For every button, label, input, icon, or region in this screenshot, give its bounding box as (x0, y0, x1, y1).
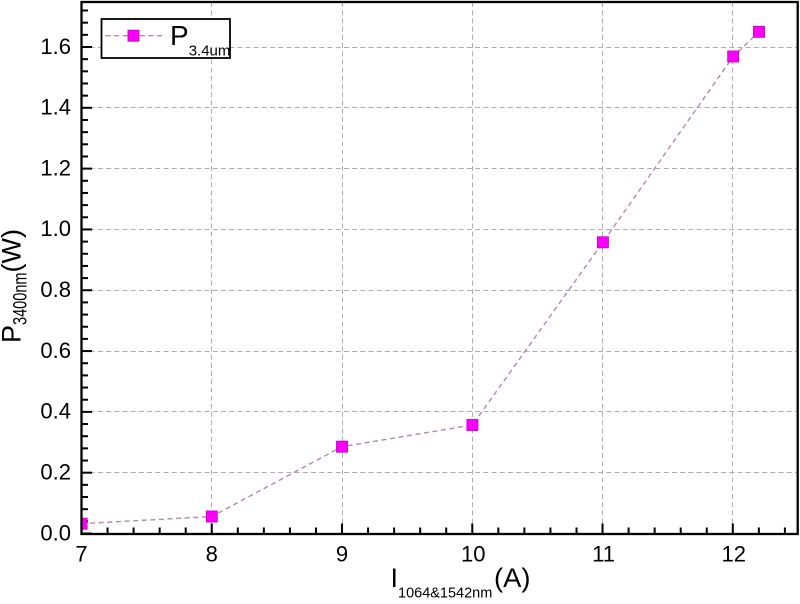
svg-text:(W): (W) (0, 229, 27, 272)
svg-text:I: I (391, 563, 399, 593)
svg-text:7: 7 (75, 542, 87, 567)
svg-text:P: P (0, 325, 27, 343)
svg-text:1064&1542nm: 1064&1542nm (398, 586, 492, 600)
svg-text:0.2: 0.2 (40, 459, 71, 484)
svg-text:1.0: 1.0 (40, 216, 71, 241)
svg-text:0.0: 0.0 (40, 520, 71, 545)
svg-text:0.8: 0.8 (40, 277, 71, 302)
svg-text:0.4: 0.4 (40, 399, 71, 424)
svg-text:10: 10 (461, 542, 485, 567)
svg-text:11: 11 (592, 542, 615, 567)
svg-text:1.4: 1.4 (40, 95, 71, 120)
svg-text:9: 9 (336, 542, 348, 567)
svg-text:0.6: 0.6 (40, 338, 71, 363)
svg-text:1.6: 1.6 (40, 34, 71, 59)
svg-text:1.2: 1.2 (40, 155, 71, 180)
svg-text:3400nm: 3400nm (10, 273, 32, 326)
svg-text:12: 12 (722, 542, 746, 567)
svg-text:8: 8 (206, 542, 218, 567)
svg-text:(A): (A) (494, 563, 531, 593)
